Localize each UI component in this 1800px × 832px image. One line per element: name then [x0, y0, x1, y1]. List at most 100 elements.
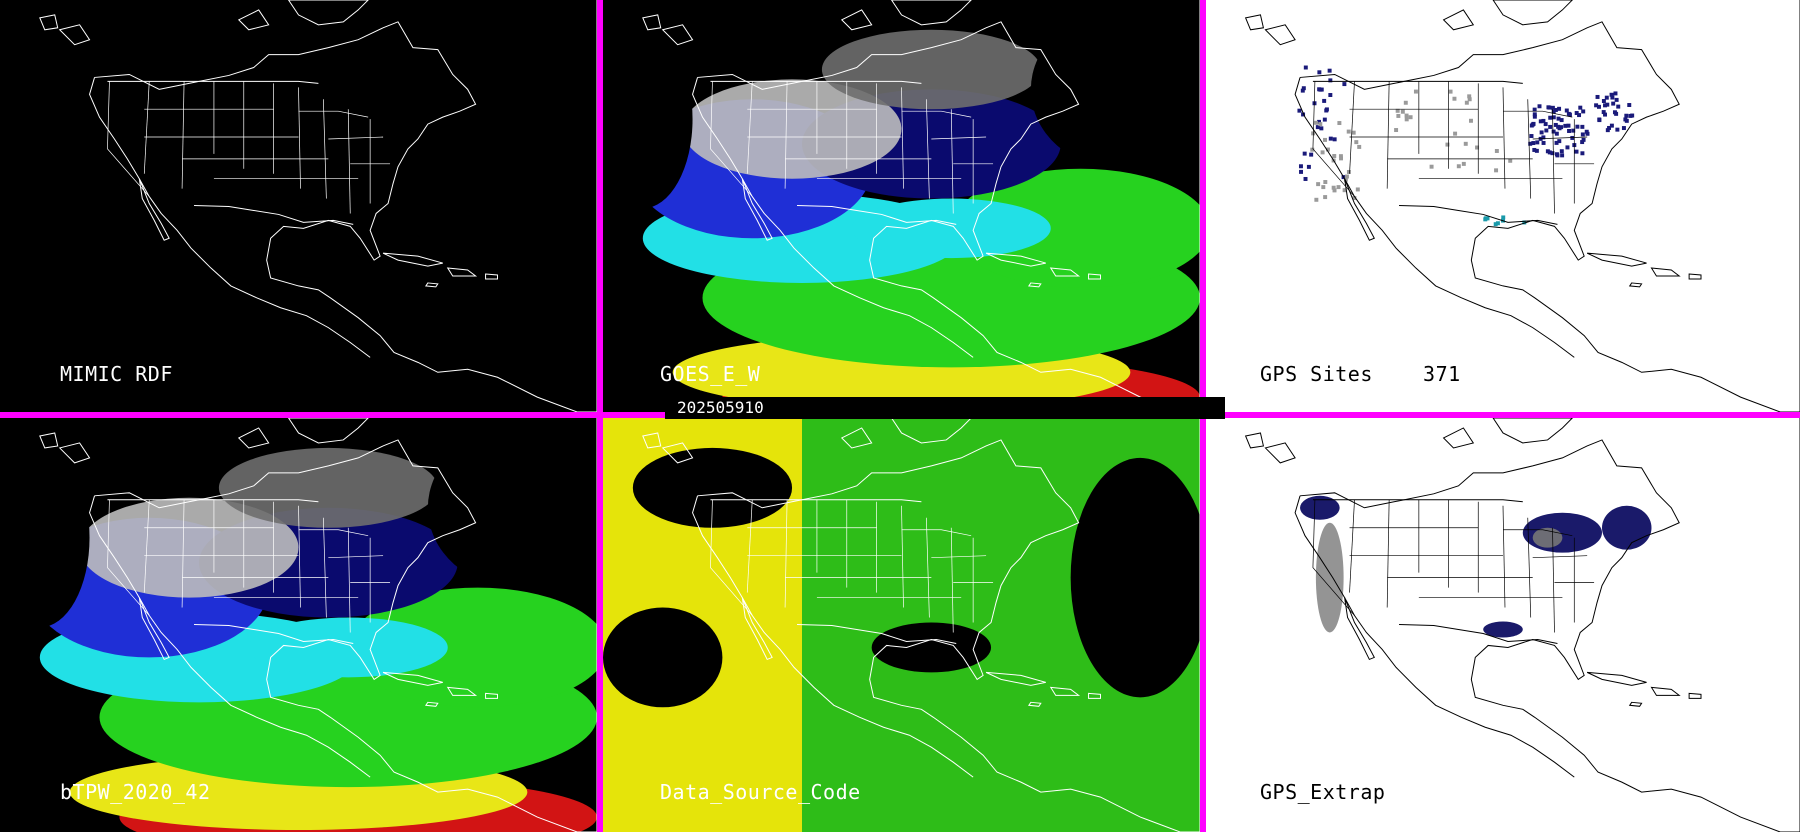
panel-btpw: bTPW_2020_42	[0, 418, 597, 832]
tpw-dry-north	[218, 447, 438, 528]
tpw-field	[603, 9, 1200, 412]
gps-site-marker	[1581, 137, 1586, 142]
gps-site-marker	[1630, 113, 1635, 118]
gps-site-marker	[1346, 169, 1351, 174]
gps-site-marker	[1553, 122, 1558, 127]
extrap-gray-lakes	[1532, 527, 1563, 548]
gps-site-marker	[1396, 113, 1401, 118]
gps-site-marker	[1301, 112, 1306, 117]
gps-site-marker	[1616, 104, 1621, 109]
gps-site-marker	[1603, 112, 1608, 117]
gps-site-marker	[1336, 185, 1341, 190]
gps-site-marker	[1555, 153, 1560, 158]
coastline-overlay	[642, 418, 1200, 832]
gps-site-marker	[1584, 129, 1589, 134]
gps-site-marker	[1338, 154, 1343, 159]
gps-site-marker	[1404, 117, 1409, 122]
gps-site-marker	[1597, 117, 1602, 122]
gps-site-marker	[1323, 195, 1328, 200]
gps-site-marker	[1321, 185, 1326, 190]
gps-site-marker	[1495, 221, 1500, 226]
gps-site-marker	[1541, 140, 1546, 145]
coastline-overlay	[642, 0, 1200, 412]
gps-site-marker	[1566, 123, 1571, 128]
gps-site-marker	[1565, 145, 1570, 150]
gps-site-marker	[1318, 122, 1323, 127]
gps-site-marker	[1580, 140, 1585, 145]
gps-site-marker	[1538, 119, 1543, 124]
gps-site-marker	[1355, 187, 1360, 192]
gps-site-marker	[1539, 130, 1544, 135]
gps-site-marker	[1532, 147, 1537, 152]
gps-site-marker	[1560, 153, 1565, 158]
gps-site-marker	[1522, 220, 1527, 225]
gps-site-marker	[1554, 140, 1559, 145]
gps-site-marker	[1532, 107, 1537, 112]
gps-site-marker	[1298, 164, 1303, 169]
gps-site-marker	[1529, 134, 1534, 139]
gps-site-marker	[1323, 180, 1328, 184]
gps-site-marker	[1346, 129, 1351, 134]
gps-site-marker	[1342, 188, 1347, 193]
gps-site-marker	[1317, 119, 1321, 124]
gps-site-marker	[1611, 101, 1616, 106]
gps-site-marker	[1337, 121, 1342, 126]
gps-site-marker	[1494, 148, 1499, 153]
gps-site-marker	[1557, 106, 1562, 111]
gps-site-marker	[1571, 128, 1576, 133]
map-goes-e-w	[603, 0, 1200, 412]
gps-site-marker	[1343, 177, 1348, 182]
gps-site-marker	[1352, 196, 1357, 201]
gps-site-marker	[1532, 114, 1537, 119]
gps-site-marker	[1601, 99, 1606, 103]
gps-site-marker	[1574, 149, 1579, 154]
tpw-missing-atlantic	[1030, 9, 1200, 169]
gps-site-marker	[1612, 110, 1617, 115]
gps-site-marker	[1580, 124, 1585, 129]
gps-site-marker	[1332, 137, 1337, 142]
panel-goes-e-w: GOES_E_W	[603, 0, 1200, 412]
gps-site-marker	[1554, 131, 1559, 136]
gps-site-marker	[1528, 141, 1533, 146]
gps-site-marker	[1578, 105, 1583, 110]
source-gap-pacific	[603, 607, 723, 708]
gps-site-marker	[1613, 91, 1618, 96]
panel-label-mimic-rdf: MIMIC RDF	[60, 362, 173, 386]
map-btpw	[0, 418, 597, 832]
gps-site-marker	[1580, 151, 1585, 156]
gps-site-marker	[1351, 130, 1356, 135]
panel-mimic-rdf: MIMIC RDF	[0, 0, 597, 412]
gps-site-marker	[1301, 86, 1306, 91]
gps-site-marker	[1475, 145, 1480, 150]
gps-site-marker	[1557, 126, 1562, 131]
gps-site-marker	[1403, 100, 1408, 105]
gps-site-marker	[1615, 127, 1620, 132]
gps-site-marker	[1328, 78, 1333, 83]
gps-site-marker	[1594, 103, 1599, 108]
gps-site-marker	[1429, 164, 1434, 169]
gps-site-marker	[1607, 125, 1612, 130]
gps-site-marker	[1452, 96, 1457, 101]
gps-site-marker	[1557, 139, 1562, 144]
source-field	[603, 418, 1200, 832]
gps-site-marker	[1550, 151, 1555, 156]
gps-site-marker	[1508, 158, 1513, 163]
gps-site-marker	[1325, 147, 1330, 152]
gps-site-markers	[1297, 65, 1635, 227]
extrap-navy-gulf	[1483, 621, 1523, 638]
coastline-overlay	[1244, 0, 1800, 412]
gps-site-marker	[1553, 107, 1558, 112]
gps-site-marker	[1327, 68, 1332, 73]
gps-site-marker	[1448, 89, 1453, 94]
gps-site-marker	[1570, 135, 1575, 140]
gps-site-marker	[1548, 115, 1553, 120]
gps-site-marker	[1331, 185, 1336, 190]
extrap-navy-northeast	[1602, 505, 1652, 550]
extrap-gray-california	[1315, 522, 1344, 633]
gps-site-marker	[1534, 148, 1539, 153]
gps-site-marker	[1323, 137, 1327, 142]
gps-site-marker	[1604, 95, 1609, 100]
gps-site-marker	[1461, 161, 1466, 166]
gps-site-marker	[1494, 168, 1499, 173]
gps-site-marker	[1541, 135, 1546, 140]
